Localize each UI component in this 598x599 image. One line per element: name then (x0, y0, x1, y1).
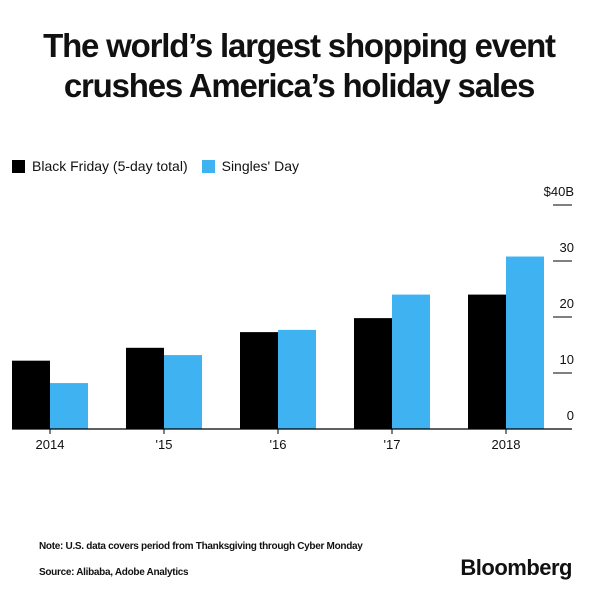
title-line-1: The world’s largest shopping event (43, 27, 556, 64)
source-text: Source: Alibaba, Adobe Analytics (39, 567, 189, 578)
bar-singles-day-0 (50, 383, 88, 429)
y-tick-label-3: 30 (560, 240, 574, 255)
legend-label-black-friday: Black Friday (5-day total) (32, 158, 188, 174)
chart-title: The world’s largest shopping event crush… (0, 26, 598, 106)
y-tick-label-1: 10 (560, 352, 574, 367)
x-tick-label-1: '15 (156, 437, 173, 452)
y-tick-label-4: $40B (544, 184, 574, 199)
bar-singles-day-4 (506, 256, 544, 429)
y-tick-label-2: 20 (560, 296, 574, 311)
bar-black-friday-0 (12, 360, 50, 429)
x-tick-label-0: 2014 (36, 437, 65, 452)
y-tick-label-0: 0 (567, 408, 574, 423)
bar-chart: 2014 '15 '16 '17 2018 0 10 20 30 $40B (12, 184, 574, 452)
bar-black-friday-2 (240, 332, 278, 429)
x-tick-label-2: '16 (270, 437, 287, 452)
legend-item-black-friday: Black Friday (5-day total) (12, 158, 188, 174)
legend-swatch-singles-day (201, 159, 215, 173)
legend-label-singles-day: Singles' Day (221, 158, 299, 174)
bar-singles-day-3 (392, 294, 430, 429)
bar-black-friday-1 (126, 347, 164, 429)
bloomberg-logo: Bloomberg (460, 555, 572, 580)
bar-black-friday-3 (354, 318, 392, 429)
note-text: Note: U.S. data covers period from Thank… (39, 541, 363, 552)
title-line-2: crushes America’s holiday sales (63, 67, 535, 104)
legend-swatch-black-friday (12, 159, 25, 173)
bar-singles-day-1 (164, 355, 202, 429)
legend: Black Friday (5-day total) Singles' Day (12, 158, 313, 174)
bar-black-friday-4 (468, 294, 506, 429)
x-tick-label-3: '17 (384, 437, 401, 452)
legend-item-singles-day: Singles' Day (201, 158, 299, 174)
x-tick-label-4: 2018 (492, 437, 521, 452)
bar-singles-day-2 (278, 329, 316, 429)
